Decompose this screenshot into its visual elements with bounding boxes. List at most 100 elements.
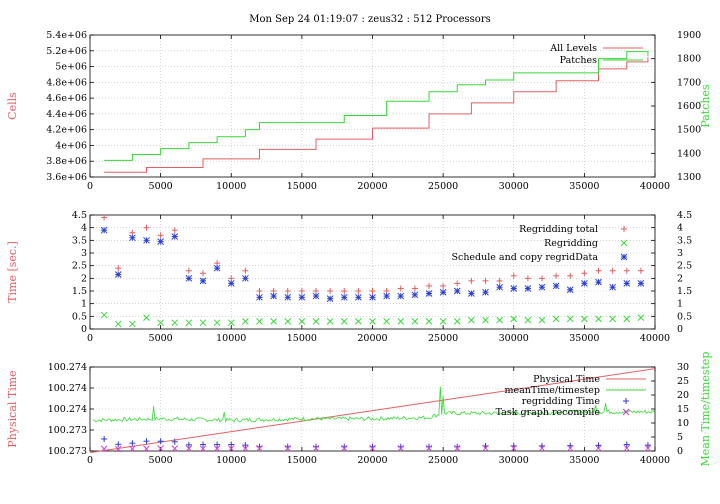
data-point xyxy=(453,318,461,325)
data-point xyxy=(623,280,631,287)
data-point xyxy=(425,444,433,452)
y2-tick-label: 15 xyxy=(677,404,689,415)
data-point xyxy=(510,444,518,452)
data-point xyxy=(369,293,376,301)
data-point xyxy=(312,292,320,300)
y2-tick-label: 1900 xyxy=(677,30,701,41)
data-point xyxy=(440,282,447,289)
plot-frame xyxy=(89,34,656,178)
y-tick-label: 4.8e+06 xyxy=(46,77,87,88)
data-point xyxy=(242,267,249,274)
series-line-0 xyxy=(89,368,656,454)
data-point xyxy=(369,288,376,294)
data-point xyxy=(383,292,390,300)
y-tick-label: 2 xyxy=(81,273,87,284)
x-tick-label: 40000 xyxy=(640,455,670,466)
data-point xyxy=(129,320,136,328)
data-point xyxy=(284,444,292,452)
data-point xyxy=(256,288,263,294)
legend-marker xyxy=(621,226,627,232)
data-point xyxy=(214,260,221,267)
y2-tick-label: 0 xyxy=(677,446,683,457)
data-point xyxy=(595,278,602,286)
y2-tick-label: 10 xyxy=(677,418,689,429)
data-point xyxy=(567,272,574,279)
data-point xyxy=(214,441,221,448)
data-point xyxy=(185,445,193,452)
data-point xyxy=(637,267,644,274)
y2-tick-label: 1600 xyxy=(677,101,701,112)
data-point xyxy=(439,288,447,296)
data-point xyxy=(270,288,277,294)
data-point xyxy=(185,319,193,327)
legend-marker xyxy=(623,398,629,404)
data-point xyxy=(227,280,235,287)
data-point xyxy=(242,274,249,282)
y-tick-label: 1.5 xyxy=(72,286,87,297)
data-point xyxy=(425,318,433,325)
data-point xyxy=(538,283,546,291)
data-point xyxy=(397,292,405,300)
data-point xyxy=(143,438,150,445)
data-point xyxy=(340,318,348,325)
y2-tick-label: 3 xyxy=(677,248,683,259)
y2-tick-label: 1300 xyxy=(677,172,701,183)
x-tick-label: 30000 xyxy=(499,181,529,192)
data-point xyxy=(256,293,263,301)
data-point xyxy=(341,288,348,294)
data-point xyxy=(129,440,136,447)
data-point xyxy=(644,444,652,452)
data-point xyxy=(581,280,588,287)
data-point xyxy=(171,438,178,445)
data-point xyxy=(482,288,489,296)
legend-label: Physical Time xyxy=(533,374,600,385)
legend-marker xyxy=(620,239,628,247)
data-point xyxy=(637,314,645,321)
y2-tick-label: 25 xyxy=(677,376,689,387)
x-tick-label: 30000 xyxy=(499,333,529,344)
x-tick-label: 25000 xyxy=(428,333,458,344)
legend-label: Regridding total xyxy=(519,224,598,235)
data-point xyxy=(171,227,178,234)
data-point xyxy=(355,288,362,294)
data-point xyxy=(284,288,291,294)
data-point xyxy=(298,293,306,301)
data-point xyxy=(157,438,164,445)
data-point xyxy=(101,435,108,442)
data-point xyxy=(227,445,235,452)
data-point xyxy=(129,445,136,453)
data-point xyxy=(510,315,518,323)
x-tick-label: 10000 xyxy=(216,333,246,344)
x-tick-label: 10000 xyxy=(216,455,246,466)
data-point xyxy=(482,444,489,452)
data-point xyxy=(171,445,179,452)
data-point xyxy=(115,441,122,448)
data-point xyxy=(454,280,461,287)
data-point xyxy=(256,444,263,452)
data-point xyxy=(623,441,630,448)
y2-tick-label: 1.5 xyxy=(677,286,692,297)
data-point xyxy=(468,316,475,324)
x-tick-label: 15000 xyxy=(287,455,317,466)
legend-marker xyxy=(620,253,628,261)
x-tick-label: 5000 xyxy=(149,181,173,192)
data-point xyxy=(411,318,419,325)
data-point xyxy=(595,315,602,323)
data-point xyxy=(369,444,376,452)
data-point xyxy=(539,275,545,282)
data-point xyxy=(227,319,235,327)
data-point xyxy=(284,293,292,301)
data-point xyxy=(298,318,306,325)
data-point xyxy=(129,229,136,236)
data-point xyxy=(538,444,546,452)
data-point xyxy=(566,444,574,452)
data-point xyxy=(397,285,404,292)
data-point xyxy=(326,295,334,302)
data-point xyxy=(340,293,348,301)
data-point xyxy=(242,442,249,449)
data-point xyxy=(200,441,206,448)
data-point xyxy=(609,315,616,323)
data-point xyxy=(369,318,376,325)
y2-tick-label: 1400 xyxy=(677,148,701,159)
